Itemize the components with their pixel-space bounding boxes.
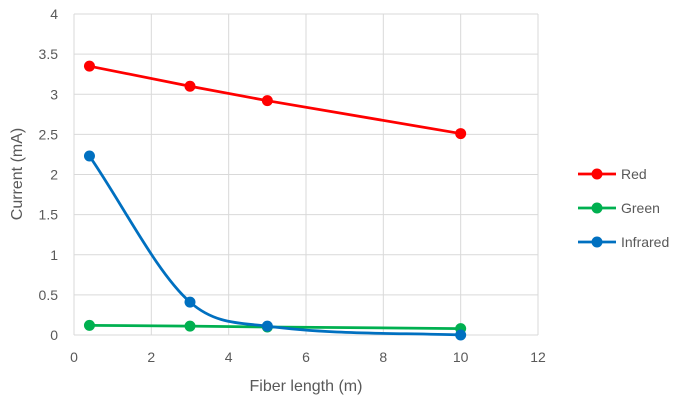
y-tick-label: 1.5	[39, 207, 59, 223]
legend-label: Green	[621, 200, 660, 216]
data-point	[184, 80, 196, 92]
y-tick-label: 3	[50, 86, 58, 102]
legend-marker	[591, 236, 603, 248]
legend-item-red: Red	[578, 166, 647, 182]
legend-label: Infrared	[621, 234, 669, 250]
x-tick-label: 12	[530, 349, 546, 365]
legend-marker	[591, 168, 603, 180]
legend-item-green: Green	[578, 200, 660, 216]
x-tick-label: 2	[147, 349, 155, 365]
y-tick-label: 4	[50, 6, 58, 22]
series-line	[88, 64, 463, 135]
x-tick-labels: 0 2 4 6 8 10 12	[70, 349, 546, 365]
series-line	[88, 323, 463, 330]
legend: Red Green Infrared	[578, 166, 669, 250]
x-tick-label: 10	[453, 349, 469, 365]
x-tick-label: 8	[379, 349, 387, 365]
data-point	[83, 150, 95, 162]
series	[83, 60, 467, 341]
y-tick-label: 0	[50, 327, 58, 343]
grid	[73, 13, 539, 336]
legend-label: Red	[621, 166, 647, 182]
x-tick-label: 4	[225, 349, 233, 365]
y-tick-label: 2	[50, 167, 58, 183]
y-tick-labels: 0 0.5 1 1.5 2 2.5 3 3.5 4	[39, 6, 59, 343]
x-axis-title: Fiber length (m)	[250, 378, 363, 395]
x-tick-label: 6	[302, 349, 310, 365]
y-tick-label: 1	[50, 247, 58, 263]
legend-item-infrared: Infrared	[578, 234, 669, 250]
data-point	[261, 95, 273, 107]
y-tick-label: 0.5	[39, 287, 59, 303]
series-infrared	[83, 150, 467, 341]
data-point	[83, 60, 95, 72]
data-point	[184, 296, 196, 308]
x-tick-label: 0	[70, 349, 78, 365]
series-red	[83, 60, 467, 140]
data-point	[455, 329, 467, 341]
series-line	[88, 154, 463, 337]
y-tick-label: 2.5	[39, 126, 59, 142]
data-point	[184, 320, 196, 332]
data-point	[455, 128, 467, 140]
y-tick-label: 3.5	[39, 46, 59, 62]
data-point	[261, 320, 273, 332]
legend-marker	[591, 202, 603, 214]
data-point	[83, 319, 95, 331]
y-axis-title: Current (mA)	[9, 128, 26, 220]
